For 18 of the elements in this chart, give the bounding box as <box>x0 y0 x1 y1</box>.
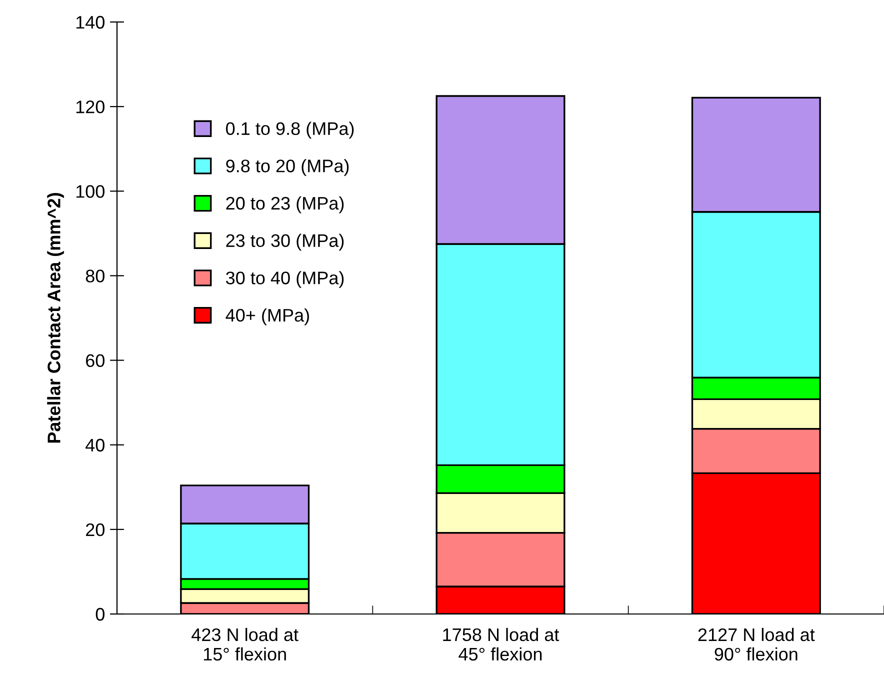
legend-label: 30 to 40 (MPa) <box>226 271 344 288</box>
y-tick-label: 120 <box>76 100 104 114</box>
x-tick-label: 423 N load at 15° flexion <box>192 628 298 661</box>
y-axis-title: Patellar Contact Area (mm^2) <box>47 193 64 443</box>
y-tick-label: 40 <box>86 438 104 452</box>
legend-label: 23 to 30 (MPa) <box>226 234 344 251</box>
y-tick-label: 0 <box>96 608 104 621</box>
y-tick-label: 20 <box>86 523 104 536</box>
x-tick-label: 1758 N load at 45° flexion <box>443 628 560 661</box>
y-tick-label: 80 <box>86 270 104 282</box>
y-tick-label: 60 <box>86 354 104 368</box>
y-tick-label: 100 <box>76 185 104 198</box>
legend-label: 0.1 to 9.8 (MPa) <box>226 122 354 139</box>
legend-label: 40+ (MPa) <box>226 308 309 326</box>
legend-label: 9.8 to 20 (MPa) <box>226 159 349 176</box>
x-tick-label: 2127 N load at 90° flexion <box>698 628 815 661</box>
y-tick-label: 140 <box>76 16 104 29</box>
legend-label: 20 to 23 (MPa) <box>226 196 344 214</box>
